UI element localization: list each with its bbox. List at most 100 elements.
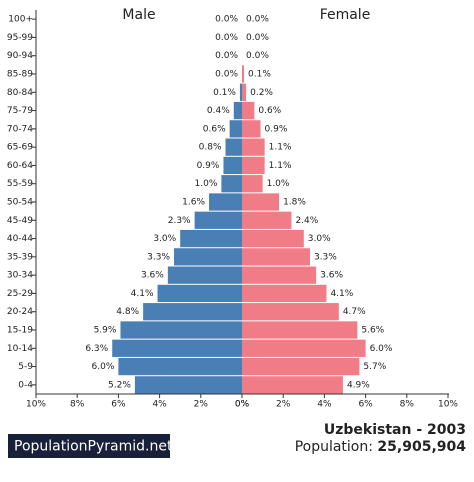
value-label: 3.0% <box>308 234 331 244</box>
y-tick-label: 90-94 <box>7 51 33 61</box>
bar <box>242 120 261 138</box>
value-label: 0.6% <box>203 124 226 134</box>
x-tick-label: 8% <box>70 400 85 410</box>
y-tick-label: 95-99 <box>7 33 33 43</box>
bar <box>118 357 242 376</box>
bar <box>242 339 366 357</box>
value-label: 1.1% <box>269 161 292 171</box>
value-label: 3.3% <box>147 252 170 262</box>
bar <box>112 339 242 357</box>
y-tick-label: 25-29 <box>7 289 33 299</box>
bar <box>239 83 242 101</box>
bar <box>242 175 263 193</box>
value-label: 2.4% <box>295 216 318 226</box>
value-label: 5.6% <box>361 326 384 336</box>
value-label: 4.8% <box>116 307 139 317</box>
bar <box>120 321 242 339</box>
value-label: 0.4% <box>207 106 230 116</box>
x-tick-label: 6% <box>111 400 126 410</box>
y-tick-label: 70-74 <box>7 124 33 134</box>
value-label: 6.0% <box>370 344 393 354</box>
bar <box>242 65 245 83</box>
y-tick-label: 30-34 <box>7 271 33 281</box>
x-tick-label: 0% <box>235 400 250 410</box>
value-label: 4.9% <box>347 380 370 390</box>
legend-label: Female <box>320 7 371 23</box>
bar <box>242 229 304 248</box>
bar <box>242 284 327 303</box>
value-label: 0.0% <box>215 51 238 61</box>
value-label: 3.3% <box>314 252 337 262</box>
bar <box>242 266 317 284</box>
x-tick-label: 8% <box>400 400 415 410</box>
y-tick-label: 10-14 <box>7 344 33 354</box>
bar <box>242 321 358 339</box>
y-tick-label: 40-44 <box>7 234 33 244</box>
bar <box>233 101 242 120</box>
bar <box>242 303 339 321</box>
x-tick-label: 0% <box>235 400 250 410</box>
population-label: Population: <box>295 439 373 455</box>
bar <box>143 303 242 321</box>
legend-label: Male <box>122 7 155 23</box>
y-tick-label: 45-49 <box>7 216 33 226</box>
bar <box>157 284 242 303</box>
bar <box>242 193 280 211</box>
y-tick-label: 60-64 <box>7 161 33 171</box>
brand: PopulationPyramid.net <box>14 439 173 455</box>
y-tick-label: 65-69 <box>7 143 33 153</box>
x-tick-label: 2% <box>194 400 209 410</box>
bar <box>134 376 242 394</box>
value-label: 1.0% <box>195 179 218 189</box>
value-label: 1.1% <box>269 143 292 153</box>
value-label: 0.8% <box>199 143 222 153</box>
bar <box>242 357 360 376</box>
value-label: 0.0% <box>215 70 238 80</box>
bar <box>242 101 255 120</box>
bar <box>174 248 242 266</box>
value-label: 0.9% <box>197 161 220 171</box>
value-label: 4.7% <box>343 307 366 317</box>
value-label: 3.6% <box>320 271 343 281</box>
value-label: 4.1% <box>330 289 353 299</box>
bar <box>242 248 310 266</box>
y-tick-label: 55-59 <box>7 179 33 189</box>
value-label: 0.0% <box>215 33 238 43</box>
y-tick-label: 50-54 <box>7 198 33 208</box>
bar <box>221 175 242 193</box>
value-label: 0.0% <box>246 33 269 43</box>
bar <box>194 211 242 229</box>
bar <box>225 138 242 156</box>
value-label: 6.0% <box>92 362 115 372</box>
value-label: 0.9% <box>265 124 288 134</box>
y-tick-label: 20-24 <box>7 307 33 317</box>
value-label: 3.6% <box>141 271 164 281</box>
value-label: 0.6% <box>258 106 281 116</box>
x-tick-label: 4% <box>152 400 167 410</box>
bar <box>242 376 343 394</box>
y-tick-label: 80-84 <box>7 88 33 98</box>
value-label: 5.2% <box>108 380 131 390</box>
y-tick-label: 75-79 <box>7 106 33 116</box>
y-tick-label: 100+ <box>8 15 33 25</box>
brand-box <box>8 434 170 458</box>
value-label: 0.2% <box>250 88 273 98</box>
bar <box>223 156 242 175</box>
x-tick-label: 4% <box>317 400 332 410</box>
bar <box>242 138 265 156</box>
x-tick-label: 2% <box>276 400 291 410</box>
y-tick-label: 85-89 <box>7 70 33 80</box>
bar <box>242 156 265 175</box>
value-label: 1.0% <box>267 179 290 189</box>
y-tick-label: 5-9 <box>18 362 33 372</box>
x-tick-label: 10% <box>438 400 458 410</box>
chart-title: Uzbekistan - 2003 <box>324 422 466 438</box>
value-label: 0.0% <box>246 15 269 25</box>
y-tick-label: 15-19 <box>7 326 33 336</box>
bar <box>167 266 242 284</box>
value-label: 1.6% <box>182 198 205 208</box>
value-label: 6.3% <box>85 344 108 354</box>
value-label: 5.9% <box>94 326 117 336</box>
x-tick-label: 10% <box>26 400 46 410</box>
